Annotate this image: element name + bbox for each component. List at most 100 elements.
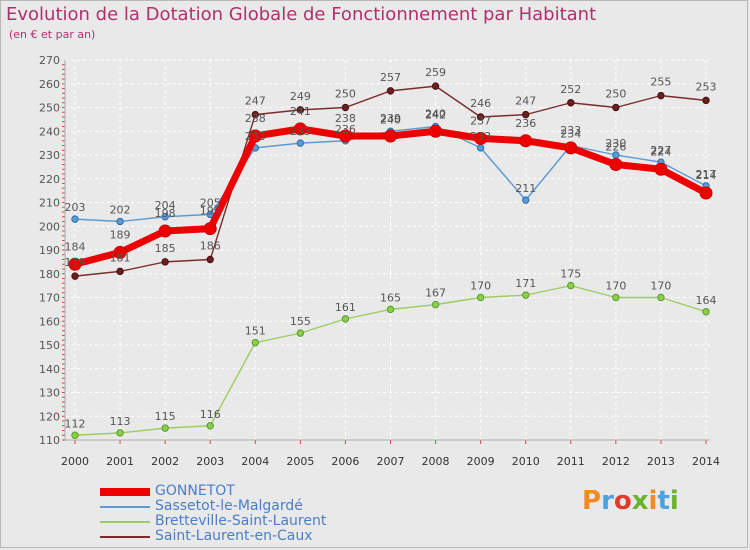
y-tick-label: 190 (39, 244, 60, 257)
data-label-saint-laurent: 253 (696, 80, 717, 93)
axes: 1101201301401501601701801902002102202302… (39, 54, 720, 468)
data-label-sassetot: 205 (200, 196, 221, 209)
data-point-gonnetot (68, 257, 82, 271)
data-point-saint-laurent (476, 113, 485, 121)
legend-label-saint-laurent: Saint-Laurent-en-Caux (155, 528, 313, 544)
data-label-saint-laurent: 249 (290, 90, 311, 103)
data-label-sassetot: 236 (335, 123, 356, 136)
data-point-bretteville (612, 293, 620, 302)
data-label-saint-laurent: 247 (245, 95, 266, 108)
data-point-gonnetot (384, 129, 397, 143)
data-label-sassetot: 202 (110, 204, 131, 217)
y-tick-label: 160 (39, 315, 60, 328)
data-point-gonnetot (158, 224, 172, 238)
data-label-saint-laurent: 255 (650, 76, 671, 89)
data-label-saint-laurent: 181 (110, 251, 131, 264)
data-point-bretteville (702, 308, 710, 316)
x-tick-label: 2004 (241, 455, 269, 468)
legend-label-sassetot: Sassetot-le-Malgardé (155, 498, 303, 514)
data-label-saint-laurent: 246 (470, 97, 491, 110)
data-label-bretteville: 115 (155, 410, 176, 423)
data-label-saint-laurent: 247 (515, 95, 536, 108)
chart-subtitle: (en € et par an) (9, 28, 96, 41)
data-point-saint-laurent (341, 103, 350, 112)
data-point-saint-laurent (567, 99, 575, 107)
data-label-gonnetot: 226 (605, 141, 626, 154)
data-label-saint-laurent: 259 (425, 66, 446, 79)
legend-swatch-bretteville (100, 521, 150, 523)
data-point-bretteville (206, 422, 214, 430)
y-tick-label: 120 (39, 410, 60, 423)
data-point-saint-laurent (522, 110, 530, 119)
data-point-saint-laurent (657, 91, 665, 100)
data-point-gonnetot (519, 134, 533, 148)
legend-item-saint-laurent: Saint-Laurent-en-Caux (100, 529, 400, 544)
data-point-bretteville (296, 329, 305, 337)
legend-swatch-saint-laurent (100, 536, 150, 538)
data-point-saint-laurent (431, 82, 440, 90)
data-point-saint-laurent (71, 272, 79, 280)
data-label-gonnetot: 233 (560, 124, 581, 137)
logo-letter: x (631, 486, 649, 516)
data-point-saint-laurent (386, 87, 395, 95)
data-label-bretteville: 170 (470, 280, 491, 293)
data-label-bretteville: 175 (560, 268, 581, 281)
data-point-gonnetot (338, 129, 352, 143)
data-point-gonnetot (293, 122, 307, 136)
data-label-gonnetot: 239 (380, 112, 401, 125)
x-tick-label: 2003 (196, 455, 224, 468)
data-label-bretteville: 170 (605, 280, 626, 293)
x-tick-label: 2006 (331, 455, 359, 468)
data-point-sassetot (71, 215, 79, 223)
data-point-bretteville (71, 431, 79, 439)
x-tick-label: 2008 (422, 455, 450, 468)
data-point-gonnetot (429, 124, 443, 138)
data-label-sassetot: 240 (380, 113, 401, 126)
legend-item-bretteville: Bretteville-Saint-Laurent (100, 514, 400, 529)
logo-letter: P (582, 486, 602, 516)
data-label-gonnetot: 236 (515, 117, 536, 130)
data-label-gonnetot: 240 (425, 107, 446, 120)
legend-swatch-sassetot (100, 506, 150, 508)
legend-item-gonnetot: GONNETOT (100, 484, 400, 499)
x-tick-label: 2010 (512, 455, 540, 468)
series-lines (68, 82, 713, 439)
y-tick-label: 210 (39, 197, 60, 210)
data-point-saint-laurent (116, 267, 124, 276)
data-label-gonnetot: 238 (335, 112, 356, 125)
data-label-bretteville: 151 (245, 325, 266, 338)
data-label-bretteville: 165 (380, 291, 401, 304)
legend-label-gonnetot: GONNETOT (155, 483, 235, 499)
data-point-gonnetot (248, 129, 262, 143)
data-label-saint-laurent: 185 (155, 242, 176, 255)
y-tick-label: 140 (39, 363, 60, 376)
data-label-saint-laurent: 257 (380, 71, 401, 84)
data-label-gonnetot: 189 (110, 228, 131, 241)
data-label-bretteville: 171 (515, 277, 536, 290)
legend: GONNETOT Sassetot-le-Malgardé Brettevill… (100, 484, 400, 544)
data-label-gonnetot: 199 (200, 205, 221, 218)
data-point-sassetot (116, 217, 124, 226)
x-tick-label: 2005 (286, 455, 314, 468)
y-tick-label: 220 (39, 173, 60, 186)
y-tick-label: 110 (39, 434, 60, 447)
data-label-gonnetot: 238 (245, 112, 266, 125)
logo-letter: i (648, 486, 658, 516)
data-label-saint-laurent: 250 (335, 88, 356, 101)
data-point-saint-laurent (161, 258, 169, 266)
data-label-gonnetot: 241 (290, 105, 311, 118)
data-label-bretteville: 116 (200, 408, 221, 421)
y-tick-label: 170 (39, 292, 60, 305)
data-label-bretteville: 155 (290, 315, 311, 328)
logo-letter: i (669, 486, 679, 516)
legend-label-bretteville: Bretteville-Saint-Laurent (155, 513, 327, 529)
data-point-gonnetot (654, 162, 668, 176)
x-tick-label: 2012 (602, 455, 630, 468)
proxiti-logo: Proxiti (582, 486, 679, 516)
x-tick-label: 2014 (692, 455, 720, 468)
data-point-gonnetot (564, 141, 578, 155)
x-tick-label: 2001 (106, 455, 134, 468)
legend-item-sassetot: Sassetot-le-Malgardé (100, 499, 400, 514)
data-label-sassetot: 233 (245, 130, 266, 143)
